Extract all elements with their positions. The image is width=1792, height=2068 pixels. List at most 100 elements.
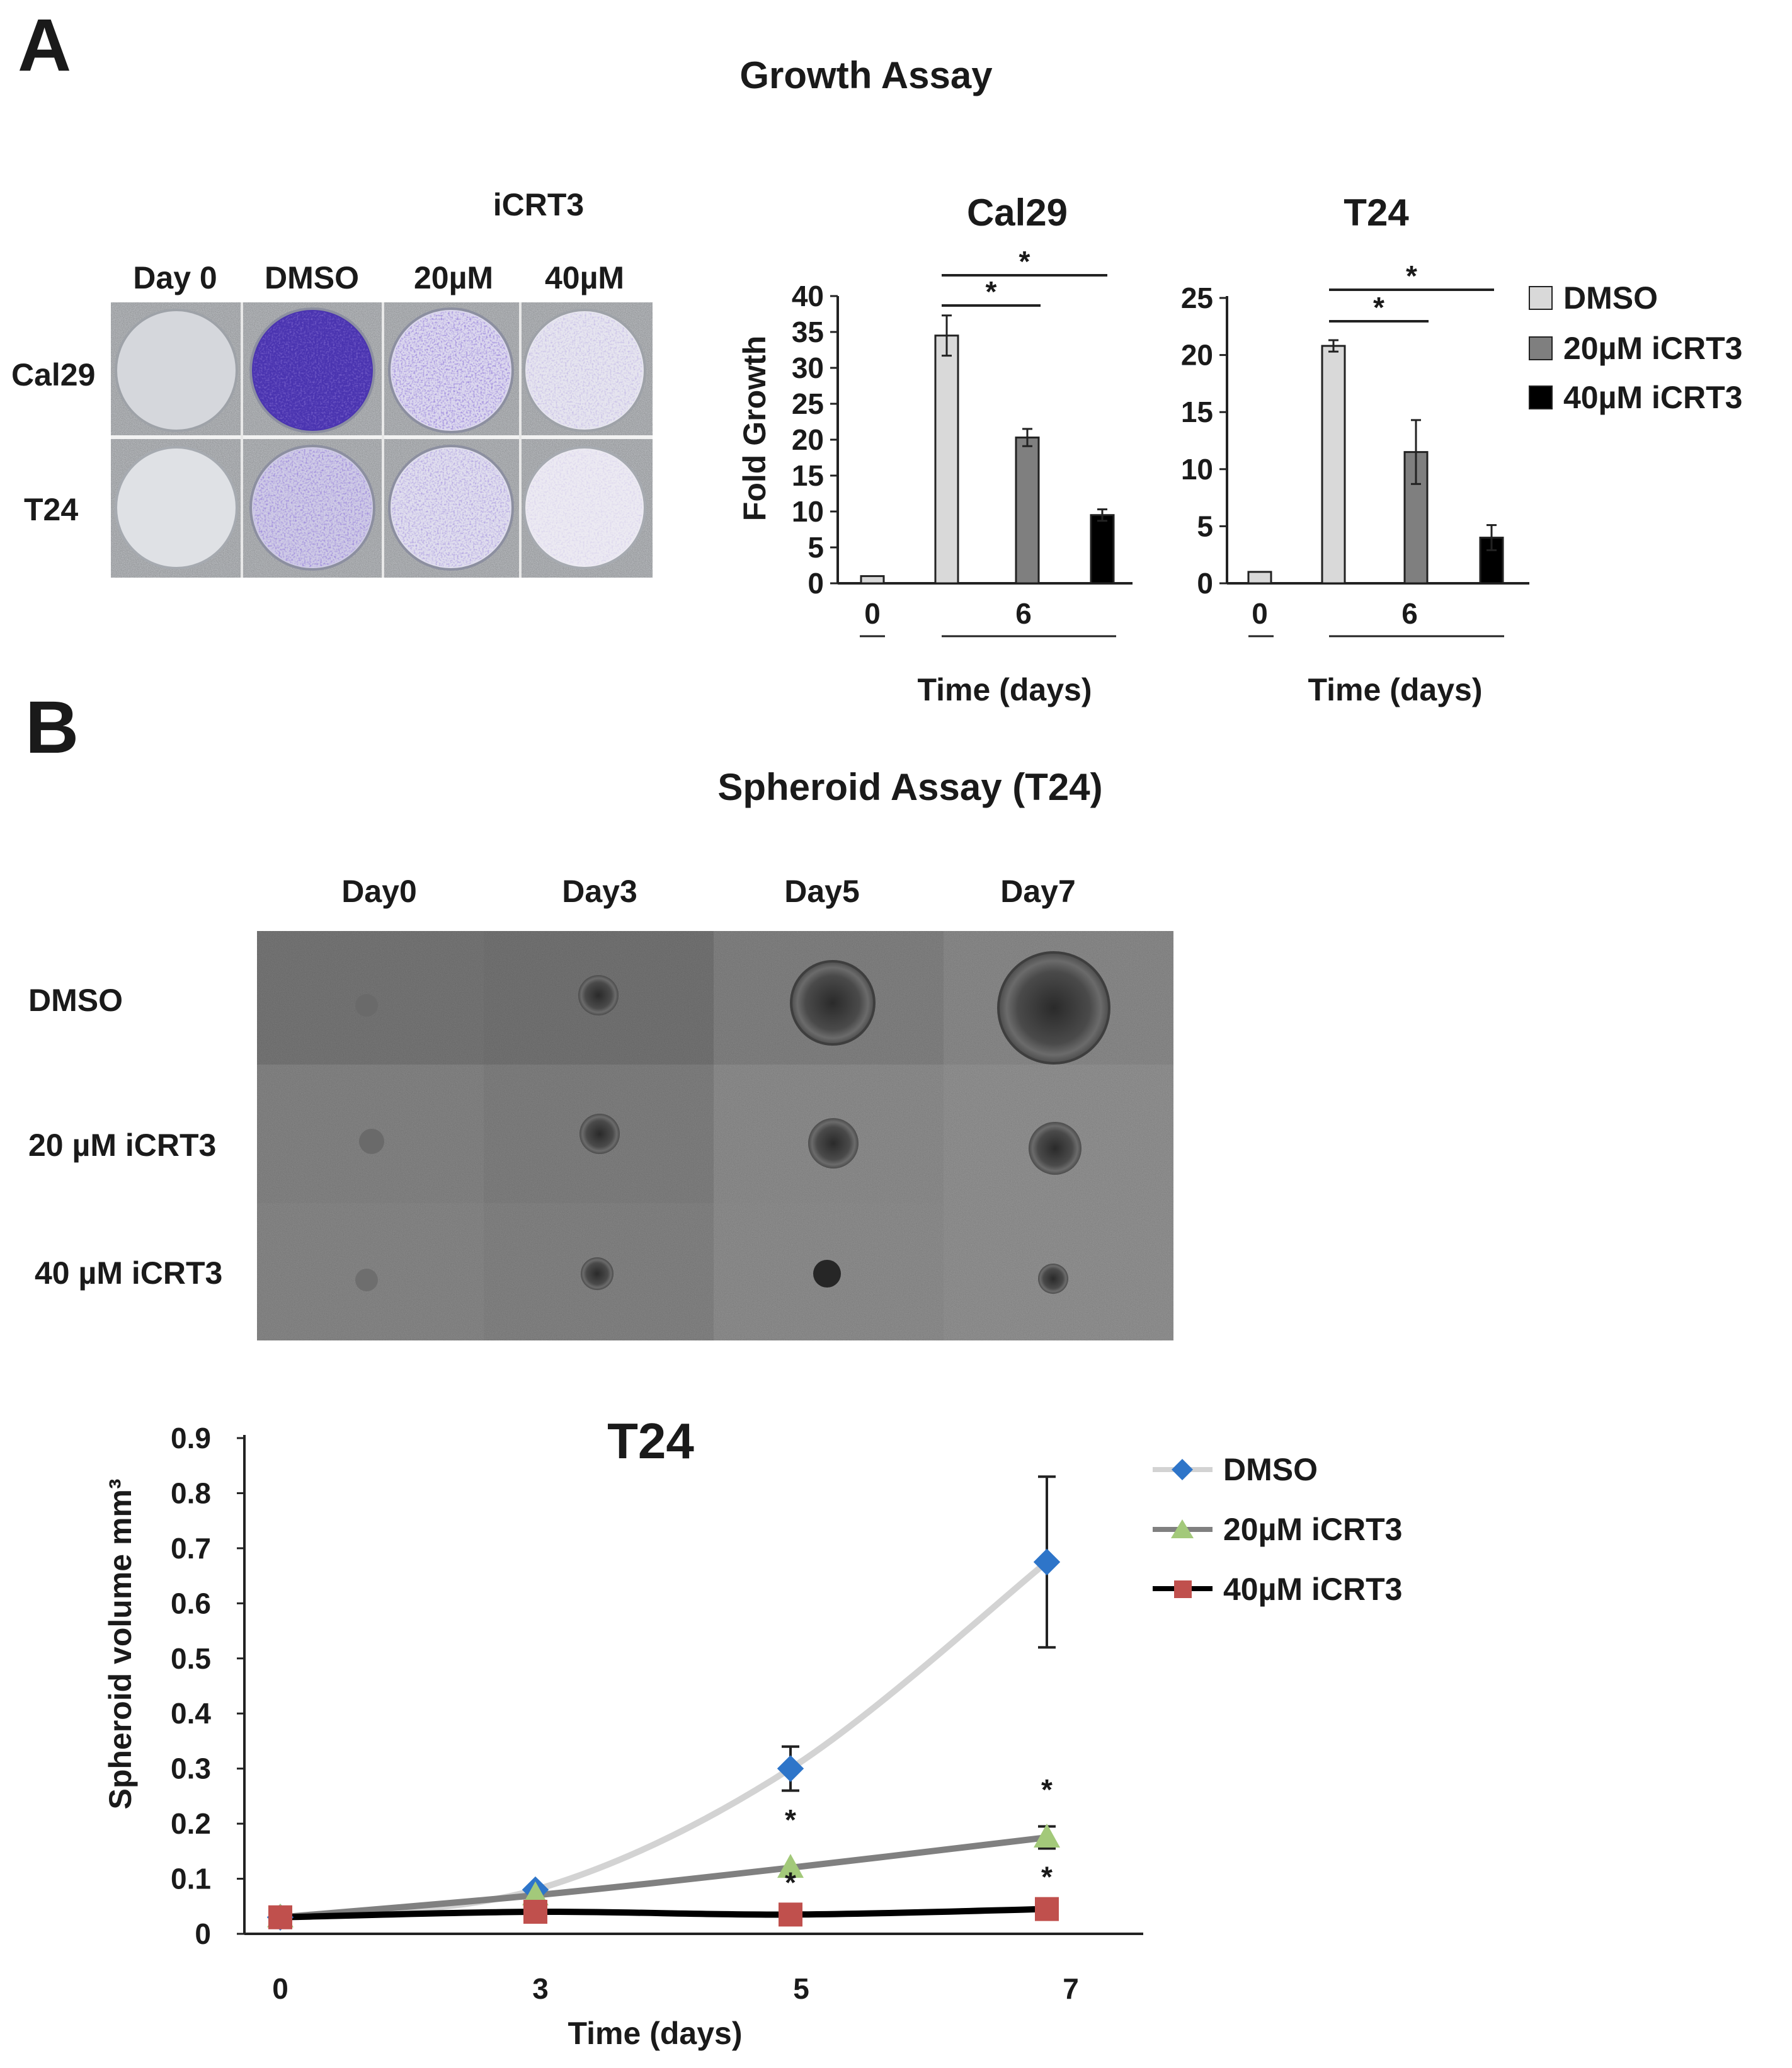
spheroid-20um-day7: [1029, 1122, 1081, 1175]
line-point-dmso: [1033, 1548, 1061, 1575]
spheroid-40um-day7: [1038, 1264, 1068, 1294]
spheroid-40um-day0: [355, 1269, 378, 1291]
spheroid-col-day0: Day0: [341, 874, 417, 909]
line-legend-label-40um: 40µM iCRT3: [1223, 1572, 1402, 1607]
line-significance-star: *: [1041, 1773, 1053, 1806]
cal29-significance-star: *: [986, 275, 997, 308]
line-y-ticks: 0 0.1 0.2 0.3 0.4 0.5 0.6 0.7 0.8 0.9: [171, 1422, 244, 1950]
cal29-significance-star: *: [1019, 245, 1030, 278]
t24-ytick-label: 10: [1181, 453, 1213, 486]
line-significance-star: *: [785, 1803, 796, 1836]
line-xtick-label: 0: [272, 1972, 288, 2005]
line-significance-star: *: [785, 1866, 796, 1899]
spheroid-col-day3: Day3: [562, 874, 637, 909]
line-xtick-label: 3: [532, 1972, 549, 2005]
spheroid-row-dmso: DMSO: [28, 983, 123, 1018]
legend-label-dmso: DMSO: [1563, 280, 1658, 316]
t24-ytick-label: 20: [1181, 339, 1213, 372]
legend-swatch-20um: [1529, 336, 1553, 360]
t24-x-group-6: 6: [1401, 597, 1418, 630]
cal29-x-axis-label: Time (days): [918, 672, 1092, 707]
panel-b-title: Spheroid Assay (T24): [717, 766, 1102, 808]
panel-b-letter: B: [25, 686, 79, 769]
cal29-chart-title: Cal29: [967, 191, 1068, 234]
legend-label-20um: 20µM iCRT3: [1563, 331, 1742, 366]
plate-image-grid: iCRT3 Day 0 DMSO 20µM 40µM Cal29 T24: [11, 187, 653, 578]
spheroid-20um-day0: [359, 1129, 384, 1154]
line-ytick-label: 0.1: [171, 1863, 211, 1895]
line-ytick-label: 0.9: [171, 1422, 211, 1454]
t24-ytick-label: 5: [1197, 510, 1213, 542]
line-series: * * * *: [266, 1475, 1061, 1931]
line-chart-title: T24: [607, 1413, 694, 1469]
cal29-bar: [1015, 437, 1040, 585]
spheroid-col-day5: Day5: [784, 874, 860, 909]
line-legend-marker-20um: [1171, 1519, 1194, 1538]
line-ytick-label: 0.5: [171, 1642, 211, 1675]
t24-significance-star: *: [1406, 260, 1417, 292]
spheroid-20um-day3: [579, 1114, 620, 1154]
line-x-axis-label: Time (days): [568, 2016, 743, 2051]
line-point-dmso: [777, 1755, 804, 1782]
t24-x-axis-label: Time (days): [1308, 672, 1483, 707]
bar-legend: DMSO 20µM iCRT3 40µM iCRT3: [1529, 280, 1742, 415]
t24-ytick-label: 0: [1197, 567, 1213, 600]
cal29-ytick-label: 10: [792, 495, 824, 528]
legend-swatch-40um: [1529, 386, 1553, 409]
panel-a-letter: A: [18, 4, 71, 87]
spheroid-row-40um: 40 µM iCRT3: [35, 1255, 222, 1291]
plate-col-dmso: DMSO: [265, 260, 359, 295]
t24-significance-bars: **: [1329, 260, 1494, 324]
line-ytick-label: 0: [195, 1917, 211, 1950]
line-legend-label-20um: 20µM iCRT3: [1223, 1512, 1402, 1547]
t24-bar: [1321, 345, 1346, 585]
line-point-20um: [1034, 1823, 1060, 1848]
cal29-bar: [934, 334, 959, 585]
line-ytick-label: 0.3: [171, 1752, 211, 1785]
cal29-bars: [860, 314, 1115, 585]
t24-bar: [1247, 571, 1272, 585]
cal29-ytick-label: 15: [792, 459, 824, 492]
line-point-40um: [1035, 1897, 1059, 1921]
plate-col-20um: 20µM: [414, 260, 493, 295]
line-y-axis-label: Spheroid volume mm³: [103, 1478, 138, 1809]
plate-row-t24: T24: [24, 492, 78, 527]
cal29-ytick-label: 35: [792, 316, 824, 348]
legend-swatch-dmso: [1529, 286, 1553, 310]
line-point-20um: [777, 1854, 804, 1878]
line-series-path: [277, 1905, 1050, 1921]
spheroid-dmso-day3: [578, 975, 619, 1015]
t24-ytick-label: 15: [1181, 396, 1213, 428]
cal29-significance-bars: **: [942, 245, 1107, 308]
cal29-ytick-label: 5: [808, 531, 824, 564]
line-ytick-label: 0.8: [171, 1477, 211, 1509]
line-chart-spheroid-volume: T24 Spheroid volume mm³ 0 0.1 0.2 0.3 0.4 0.5…: [103, 1413, 1402, 2051]
spheroid-col-day7: Day7: [1000, 874, 1076, 909]
cal29-bar: [1090, 514, 1115, 585]
plate-row-cal29: Cal29: [11, 357, 95, 392]
plate-col-day0: Day 0: [133, 260, 217, 295]
t24-chart-title: T24: [1344, 191, 1409, 234]
line-legend: DMSO 20µM iCRT3 40µM iCRT3: [1153, 1452, 1402, 1607]
line-significance-star: *: [1041, 1861, 1053, 1894]
line-x-ticks: 0 3 5 7: [272, 1972, 1079, 2005]
spheroid-dmso-day7: [997, 951, 1110, 1065]
line-series-path: [277, 1558, 1050, 1921]
cal29-bar: [860, 575, 885, 585]
line-xtick-label: 7: [1063, 1972, 1079, 2005]
t24-y-ticks: 0 5 10 15 20 25: [1181, 282, 1227, 600]
line-ytick-label: 0.2: [171, 1807, 211, 1840]
line-point-40um: [523, 1900, 547, 1924]
t24-bars: [1247, 339, 1504, 585]
line-ytick-label: 0.6: [171, 1587, 211, 1620]
line-point-20um: [522, 1881, 549, 1905]
line-xtick-label: 5: [793, 1972, 809, 2005]
spheroid-40um-day5: [813, 1260, 841, 1288]
line-legend-label-dmso: DMSO: [1223, 1452, 1318, 1487]
line-point-40um: [268, 1905, 292, 1929]
panel-a-title: Growth Assay: [739, 54, 993, 96]
